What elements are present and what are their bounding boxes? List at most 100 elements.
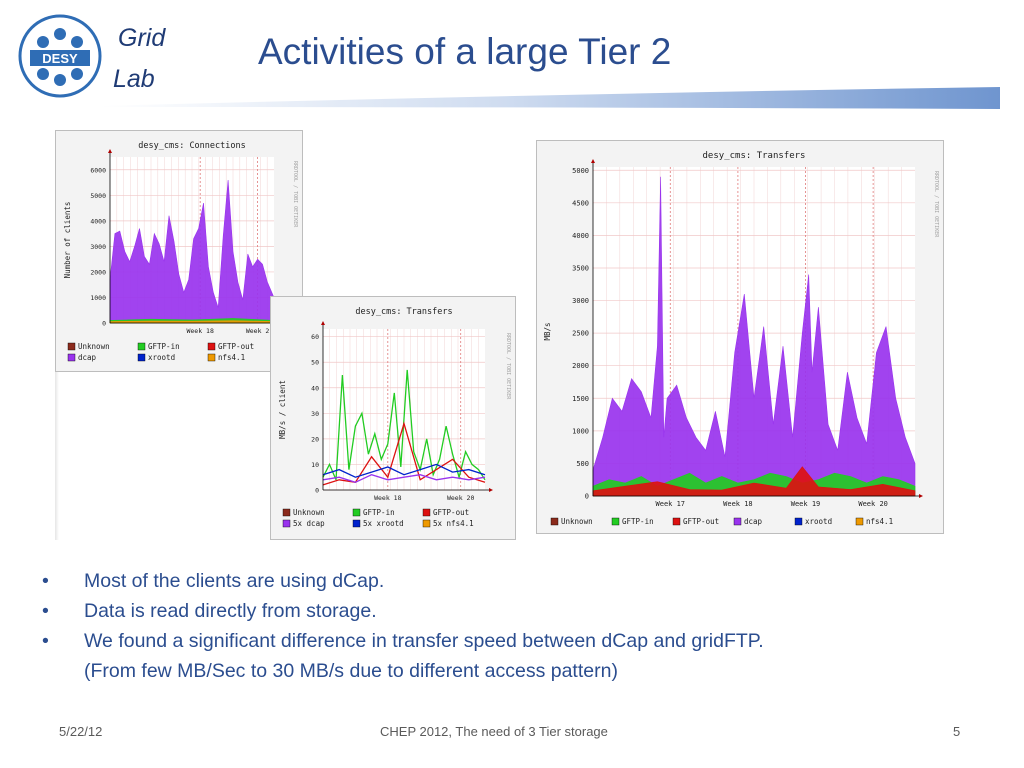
legend-swatch	[611, 517, 620, 526]
legend-swatch	[422, 508, 431, 517]
series-area	[592, 176, 916, 497]
bullet-text: Most of the clients are using dCap.	[84, 570, 385, 592]
y-tick-label: 5000	[90, 192, 106, 200]
bullet-item: • We found a significant difference in tr…	[42, 626, 982, 656]
series-line	[322, 474, 486, 483]
legend-label: dcap	[744, 517, 763, 526]
chart-title: desy_cms: Connections	[138, 141, 245, 151]
legend-swatch	[855, 517, 864, 526]
chart-transfers-total: desy_cms: Transfers RRDTOOL / TOBI OETIKE…	[536, 140, 944, 534]
y-tick-label: 500	[576, 460, 589, 468]
legend-swatch	[207, 353, 216, 362]
y-tick-label: 2000	[572, 362, 589, 370]
legend-swatch	[352, 508, 361, 517]
chart-transfers-per-client: desy_cms: Transfers RRDTOOL / TOBI OETIKE…	[270, 296, 516, 540]
legend-label: 5x xrootd	[363, 519, 404, 528]
legend-swatch	[282, 519, 291, 528]
legend-swatch	[550, 517, 559, 526]
series-line	[322, 463, 486, 478]
slide-title: Activities of a large Tier 2	[258, 31, 672, 72]
x-tick-label: Week 18	[723, 500, 753, 508]
series-line	[322, 421, 486, 486]
y-tick-label: 4000	[572, 232, 589, 240]
logo-text: DESY	[42, 51, 78, 66]
y-axis-arrow	[591, 159, 595, 163]
bullet-continuation: (From few MB/Sec to 30 MB/s due to diffe…	[84, 660, 618, 682]
legend-swatch	[137, 353, 146, 362]
bullet-dot: •	[42, 630, 49, 652]
y-tick-label: 2000	[90, 268, 106, 276]
rrdtool-credit: RRDTOOL / TOBI OETIKER	[292, 161, 298, 228]
legend-swatch	[733, 517, 742, 526]
footer-date: 5/22/12	[59, 724, 103, 739]
legend-label: GFTP-in	[622, 517, 654, 526]
y-tick-label: 40	[311, 384, 319, 392]
x-tick-label: Week 17	[656, 500, 686, 508]
desy-logo: DESY	[18, 14, 102, 98]
y-tick-label: 3500	[572, 264, 589, 272]
y-tick-label: 0	[315, 487, 319, 495]
legend-swatch	[672, 517, 681, 526]
legend-label: GFTP-in	[148, 342, 180, 351]
legend-swatch	[67, 342, 76, 351]
y-axis-label: Number of clients	[63, 202, 72, 279]
y-axis-arrow	[321, 321, 325, 325]
legend-label: Unknown	[78, 342, 110, 351]
legend-label: xrootd	[148, 353, 175, 362]
y-tick-label: 5000	[572, 167, 589, 175]
legend-label: dcap	[78, 353, 97, 362]
legend-swatch	[207, 342, 216, 351]
y-axis-label: MB/s	[543, 322, 552, 340]
footer-title: CHEP 2012, The need of 3 Tier storage	[380, 724, 608, 739]
rrdtool-credit: RRDTOOL / TOBI OETIKER	[933, 171, 939, 238]
legend-label: GFTP-in	[363, 508, 395, 517]
x-tick-label: Week 20	[447, 494, 474, 502]
x-tick-label: Week 20	[858, 500, 888, 508]
bullet-item: • Most of the clients are using dCap.	[42, 566, 982, 596]
y-axis-label: MB/s / client	[278, 380, 287, 439]
legend-swatch	[422, 519, 431, 528]
x-tick-label: Week 19	[791, 500, 821, 508]
y-tick-label: 4000	[90, 217, 106, 225]
y-tick-label: 10	[311, 461, 319, 469]
series-line	[322, 369, 486, 481]
y-tick-label: 2500	[572, 330, 589, 338]
legend-label: GFTP-out	[433, 508, 469, 517]
y-tick-label: 60	[311, 333, 319, 341]
legend-swatch	[137, 342, 146, 351]
legend-swatch	[794, 517, 803, 526]
chart-title: desy_cms: Transfers	[355, 307, 452, 317]
bullet-list: • Most of the clients are using dCap. • Da…	[42, 566, 982, 686]
y-tick-label: 50	[311, 359, 319, 367]
legend-swatch	[352, 519, 361, 528]
chart-title: desy_cms: Transfers	[703, 151, 806, 161]
series-area	[109, 179, 275, 324]
series-area	[592, 466, 916, 497]
lab-label: Lab	[113, 65, 155, 93]
y-tick-label: 20	[311, 435, 319, 443]
legend-swatch	[282, 508, 291, 517]
y-tick-label: 6000	[90, 166, 106, 174]
y-tick-label: 1000	[90, 294, 106, 302]
bullet-text: We found a significant difference in tra…	[84, 630, 764, 652]
y-axis-arrow	[108, 149, 112, 153]
legend-label: GFTP-out	[218, 342, 254, 351]
y-tick-label: 4500	[572, 199, 589, 207]
y-tick-label: 1500	[572, 395, 589, 403]
rrdtool-credit: RRDTOOL / TOBI OETIKER	[505, 333, 511, 400]
header-swoosh	[100, 87, 1000, 109]
legend-label: nfs4.1	[218, 353, 245, 362]
x-tick-label: Week 18	[374, 494, 401, 502]
x-axis-arrow	[489, 488, 493, 492]
x-tick-label: Week 18	[186, 327, 213, 335]
bullet-text: Data is read directly from storage.	[84, 600, 377, 622]
legend-label: GFTP-out	[683, 517, 719, 526]
legend-label: Unknown	[561, 517, 593, 526]
y-tick-label: 0	[585, 493, 589, 501]
bullet-item: • Data is read directly from storage.	[42, 596, 982, 626]
legend-label: 5x nfs4.1	[433, 519, 474, 528]
y-tick-label: 3000	[572, 297, 589, 305]
legend-label: Unknown	[293, 508, 325, 517]
y-tick-label: 0	[102, 320, 106, 328]
legend-label: 5x dcap	[293, 519, 325, 528]
